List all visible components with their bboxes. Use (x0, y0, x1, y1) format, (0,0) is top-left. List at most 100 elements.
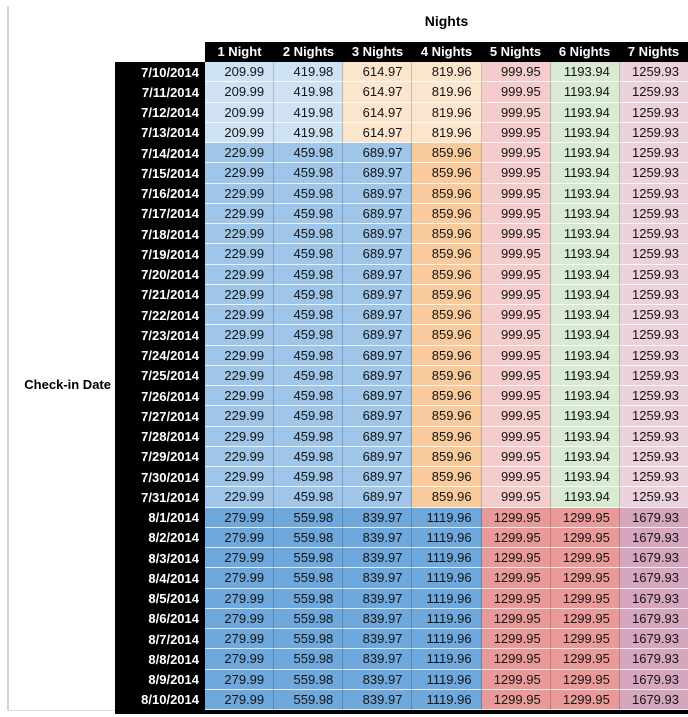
price-cell: 229.99 (205, 426, 275, 447)
price-cell: 859.96 (412, 224, 482, 245)
row-header-date: 7/20/2014 (115, 264, 205, 285)
row-header-date: 8/2/2014 (115, 527, 205, 548)
price-cell: 859.96 (412, 305, 482, 326)
price-cell: 559.98 (274, 568, 344, 589)
price-cell: 1299.95 (481, 548, 551, 569)
price-cell: 819.96 (412, 102, 482, 123)
price-cell: 209.99 (205, 62, 275, 83)
price-cell: 229.99 (205, 264, 275, 285)
price-cell: 459.98 (274, 386, 344, 407)
price-cell: 229.99 (205, 305, 275, 326)
price-cell: 1259.93 (619, 284, 688, 305)
price-cell: 1299.95 (481, 669, 551, 690)
price-cell: 459.98 (274, 426, 344, 447)
price-cell: 859.96 (412, 163, 482, 184)
table-row: 8/10/2014 279.99 559.98 839.97 1119.96 1299.9… (115, 689, 688, 710)
price-cell: 1299.95 (550, 527, 620, 548)
price-cell: 689.97 (343, 487, 413, 508)
price-cell: 1259.93 (619, 203, 688, 224)
price-cell: 1299.95 (481, 608, 551, 629)
price-cell: 1259.93 (619, 244, 688, 265)
price-cell: 999.95 (481, 224, 551, 245)
price-cell: 1119.96 (412, 669, 482, 690)
table-row: 7/10/2014 209.99 419.98 614.97 819.96 999.95 1… (115, 62, 688, 83)
price-cell: 419.98 (274, 82, 344, 103)
row-header-date: 7/15/2014 (115, 163, 205, 184)
price-cell: 999.95 (481, 62, 551, 83)
price-cell: 279.99 (205, 649, 275, 670)
table-row: 7/30/2014 229.99 459.98 689.97 859.96 999.95 1… (115, 467, 688, 488)
price-cell: 839.97 (343, 588, 413, 609)
price-cell: 229.99 (205, 467, 275, 488)
price-cell: 559.98 (274, 527, 344, 548)
table-row: 7/14/2014 229.99 459.98 689.97 859.96 999.95 1… (115, 143, 688, 164)
price-cell: 1193.94 (550, 224, 620, 245)
price-cell: 559.98 (274, 689, 344, 710)
price-cell: 1679.93 (619, 588, 688, 609)
price-cell: 689.97 (343, 203, 413, 224)
price-cell: 229.99 (205, 487, 275, 508)
price-cell: 859.96 (412, 345, 482, 366)
price-cell: 689.97 (343, 365, 413, 386)
price-cell: 229.99 (205, 406, 275, 427)
column-header-cell: 6 Nights (558, 44, 611, 59)
price-cell: 459.98 (274, 406, 344, 427)
price-cell: 999.95 (481, 487, 551, 508)
table-row: 8/9/2014 279.99 559.98 839.97 1119.96 1299.95… (115, 669, 688, 690)
price-cell: 999.95 (481, 163, 551, 184)
price-cell: 689.97 (343, 143, 413, 164)
price-cell: 839.97 (343, 608, 413, 629)
price-cell: 1679.93 (619, 527, 688, 548)
price-cell: 1299.95 (481, 527, 551, 548)
price-cell: 999.95 (481, 305, 551, 326)
price-cell: 839.97 (343, 507, 413, 528)
price-cell: 229.99 (205, 386, 275, 407)
price-cell: 689.97 (343, 426, 413, 447)
table-row: 7/13/2014 209.99 419.98 614.97 819.96 999.95 1… (115, 122, 688, 143)
price-cell: 1193.94 (550, 102, 620, 123)
row-header-date: 8/10/2014 (115, 689, 205, 710)
price-cell: 1259.93 (619, 406, 688, 427)
price-cell: 1193.94 (550, 426, 620, 447)
price-cell: 1679.93 (619, 568, 688, 589)
table-row: 7/27/2014 229.99 459.98 689.97 859.96 999.95 1… (115, 406, 688, 427)
table-row: 7/28/2014 229.99 459.98 689.97 859.96 999.95 1… (115, 426, 688, 447)
price-cell: 1259.93 (619, 467, 688, 488)
row-header-date: 7/30/2014 (115, 467, 205, 488)
price-cell: 1193.94 (550, 203, 620, 224)
price-cell: 999.95 (481, 264, 551, 285)
price-cell: 859.96 (412, 446, 482, 467)
price-cell: 819.96 (412, 82, 482, 103)
price-cell: 1259.93 (619, 345, 688, 366)
price-cell: 559.98 (274, 608, 344, 629)
price-cell: 229.99 (205, 345, 275, 366)
table-row: 7/24/2014 229.99 459.98 689.97 859.96 999.95 1… (115, 345, 688, 366)
price-cell: 279.99 (205, 588, 275, 609)
price-cell: 819.96 (412, 122, 482, 143)
price-cell: 279.99 (205, 608, 275, 629)
price-cell: 1119.96 (412, 689, 482, 710)
price-cell: 689.97 (343, 284, 413, 305)
price-cell: 1193.94 (550, 284, 620, 305)
table-row: 7/21/2014 229.99 459.98 689.97 859.96 999.95 1… (115, 284, 688, 305)
price-cell: 839.97 (343, 649, 413, 670)
price-cell: 459.98 (274, 487, 344, 508)
price-cell: 999.95 (481, 82, 551, 103)
price-cell: 459.98 (274, 264, 344, 285)
price-cell: 229.99 (205, 224, 275, 245)
price-cell: 614.97 (343, 62, 413, 83)
price-cell: 419.98 (274, 62, 344, 83)
price-cell: 279.99 (205, 669, 275, 690)
price-cell: 559.98 (274, 507, 344, 528)
price-cell: 1259.93 (619, 102, 688, 123)
price-cell: 689.97 (343, 264, 413, 285)
price-cell: 859.96 (412, 325, 482, 346)
row-header-date: 7/13/2014 (115, 122, 205, 143)
price-cell: 839.97 (343, 568, 413, 589)
price-cell: 689.97 (343, 467, 413, 488)
price-cell: 1193.94 (550, 244, 620, 265)
price-cell: 859.96 (412, 203, 482, 224)
price-cell: 459.98 (274, 467, 344, 488)
row-header-date: 8/9/2014 (115, 669, 205, 690)
